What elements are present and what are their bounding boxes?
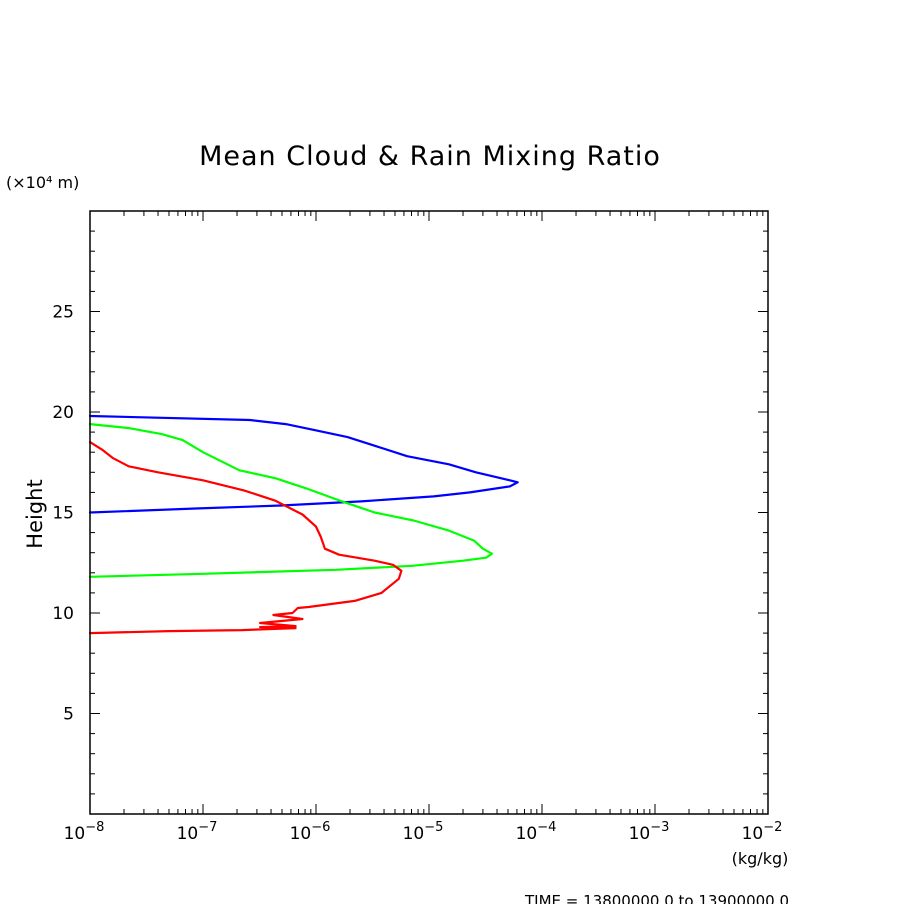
chart-title: Mean Cloud & Rain Mixing Ratio [199, 141, 661, 172]
x-tick-label: 10−6 [290, 820, 331, 844]
y-tick-label: 25 [52, 303, 74, 323]
x-tick-label: 10−8 [64, 820, 105, 844]
time-range-footer: TIME = 13800000.0 to 13900000.0 [524, 892, 789, 904]
y-axis-label: Height [23, 479, 47, 548]
x-tick-exponent: −3 [650, 820, 669, 835]
x-tick-exponent: −2 [763, 820, 782, 835]
x-tick-base: 10 [516, 824, 538, 844]
series-line-1 [88, 414, 519, 514]
x-tick-label: 10−4 [516, 820, 557, 844]
y-unit-label: (×10⁴ m) [6, 173, 79, 192]
x-tick-label: 10−5 [403, 820, 444, 844]
x-tick-label: 10−2 [742, 820, 783, 844]
x-tick-label: 10−7 [177, 820, 218, 844]
series-line-2 [88, 423, 493, 578]
x-tick-exponent: −8 [85, 820, 104, 835]
x-tick-label: 10−3 [629, 820, 670, 844]
x-tick-exponent: −6 [311, 820, 330, 835]
x-unit-label: (kg/kg) [732, 849, 789, 868]
plot-frame [89, 210, 769, 815]
y-tick-label: 5 [63, 705, 74, 725]
y-tick-label: 20 [52, 403, 74, 423]
y-tick-label: 10 [52, 604, 74, 624]
x-tick-base: 10 [629, 824, 651, 844]
series-line-3 [88, 441, 403, 635]
x-tick-base: 10 [403, 824, 425, 844]
x-tick-base: 10 [742, 824, 764, 844]
x-tick-base: 10 [290, 824, 312, 844]
series-layer [88, 414, 519, 635]
x-tick-base: 10 [177, 824, 199, 844]
x-tick-base: 10 [64, 824, 86, 844]
ticks-layer [89, 211, 769, 814]
x-tick-exponent: −4 [537, 820, 556, 835]
y-tick-label: 15 [52, 504, 74, 524]
x-tick-exponent: −7 [198, 820, 217, 835]
x-tick-exponent: −5 [424, 820, 443, 835]
